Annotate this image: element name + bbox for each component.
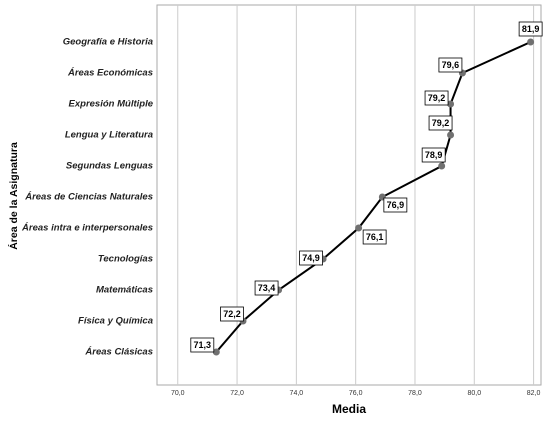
y-tick-label: Física y Química bbox=[78, 316, 153, 327]
value-label-box bbox=[220, 306, 244, 322]
x-axis-title: Media bbox=[332, 402, 366, 416]
value-label: 81,9 bbox=[522, 24, 540, 34]
marker bbox=[447, 131, 455, 139]
y-tick-label: Áreas Económicas bbox=[67, 68, 153, 79]
value-label-box bbox=[299, 250, 323, 266]
marker bbox=[527, 38, 535, 46]
y-tick-label: Lengua y Literatura bbox=[65, 130, 153, 141]
y-tick-label: Tecnologías bbox=[98, 254, 153, 265]
value-label-box bbox=[421, 147, 446, 163]
value-label: 71,3 bbox=[194, 340, 212, 350]
x-tick-label: 74,0 bbox=[290, 390, 304, 397]
y-tick-label: Segundas Lenguas bbox=[66, 161, 153, 172]
marker bbox=[438, 162, 446, 170]
value-label: 79,6 bbox=[442, 60, 460, 70]
value-label-box bbox=[362, 229, 387, 245]
y-tick-label: Expresión Múltiple bbox=[69, 99, 154, 110]
value-label-box bbox=[438, 57, 463, 73]
value-label: 79,2 bbox=[432, 118, 450, 128]
marker bbox=[212, 348, 220, 356]
x-tick-label: 82,0 bbox=[527, 390, 541, 397]
marker bbox=[355, 224, 363, 232]
y-tick-label: Áreas intra e interpersonales bbox=[21, 223, 153, 234]
value-label: 76,9 bbox=[387, 200, 405, 210]
x-tick-label: 76,0 bbox=[349, 390, 363, 397]
value-label: 78,9 bbox=[425, 150, 443, 160]
value-label-box bbox=[518, 21, 543, 37]
y-tick-label: Matemáticas bbox=[96, 285, 153, 296]
y-tick-label: Áreas de Ciencias Naturales bbox=[24, 192, 153, 203]
marker bbox=[447, 100, 455, 108]
line bbox=[215, 41, 532, 353]
value-label-box bbox=[424, 90, 449, 106]
x-tick-label: 70,0 bbox=[171, 390, 185, 397]
x-tick-label: 78,0 bbox=[408, 390, 422, 397]
y-tick-label: Áreas Clásicas bbox=[84, 347, 153, 358]
value-label: 73,4 bbox=[258, 283, 276, 293]
value-label-box bbox=[383, 197, 408, 213]
x-tick-label: 72,0 bbox=[230, 390, 244, 397]
value-label-box bbox=[254, 280, 279, 296]
value-label: 76,1 bbox=[366, 232, 384, 242]
value-label: 74,9 bbox=[302, 253, 320, 263]
value-label-box bbox=[428, 115, 453, 131]
y-axis-title: Área de la Asignatura bbox=[7, 142, 20, 250]
value-label-box bbox=[190, 337, 215, 353]
value-label: 79,2 bbox=[428, 93, 446, 103]
value-label: 72,2 bbox=[223, 309, 241, 319]
x-tick-label: 80,0 bbox=[467, 390, 481, 397]
y-tick-label: Geografía e Historia bbox=[63, 37, 153, 48]
plot-frame bbox=[156, 4, 542, 386]
